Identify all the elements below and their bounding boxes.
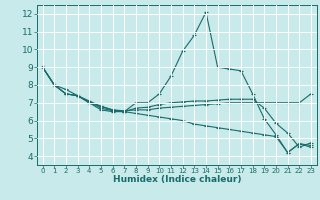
X-axis label: Humidex (Indice chaleur): Humidex (Indice chaleur) xyxy=(113,175,241,184)
